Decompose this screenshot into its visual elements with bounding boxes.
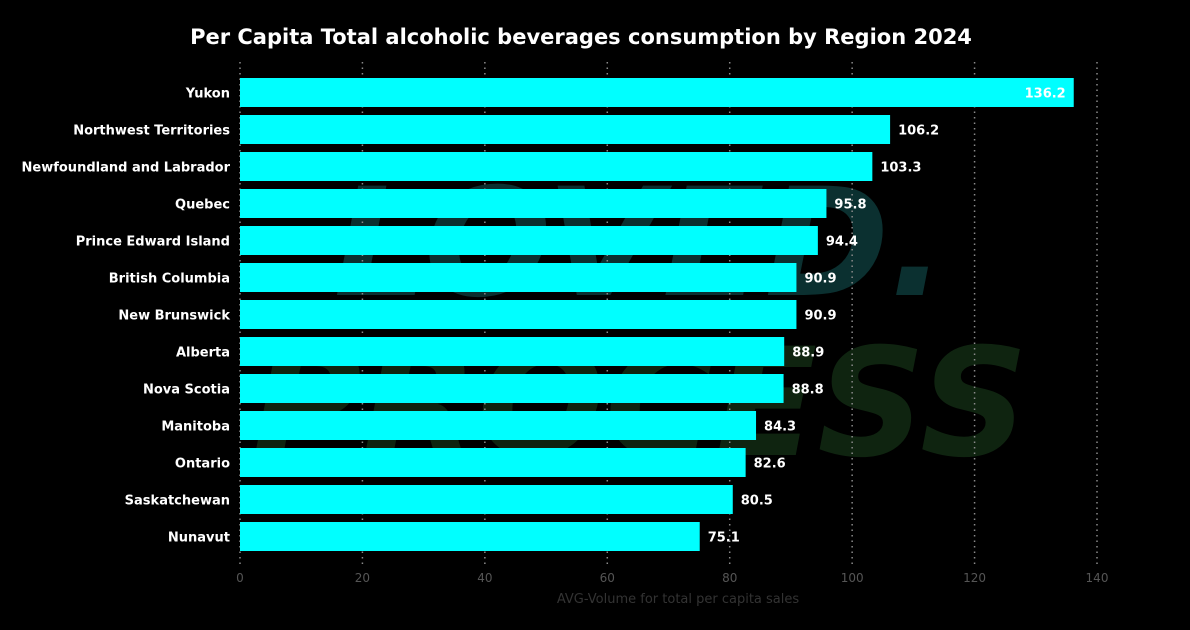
- category-label: New Brunswick: [118, 309, 230, 324]
- category-label: Quebec: [175, 198, 230, 213]
- bar-prince-edward-island[interactable]: [240, 226, 818, 255]
- category-labels: Yukon Northwest Territories Newfoundland a…: [22, 87, 231, 546]
- value-label: 103.3: [880, 161, 921, 176]
- x-axis-title: AVG-Volume for total per capita sales: [557, 592, 800, 607]
- bar-northwest-territories[interactable]: [240, 115, 891, 144]
- category-label: Prince Edward Island: [76, 235, 230, 250]
- value-label: 94.4: [826, 235, 858, 250]
- x-tick-label: 100: [841, 571, 864, 585]
- value-label: 95.8: [834, 198, 866, 213]
- bar-ontario[interactable]: [240, 448, 746, 477]
- x-tick-label: 80: [722, 571, 737, 585]
- value-label: 80.5: [741, 494, 773, 509]
- bars: [240, 78, 1074, 551]
- chart-title: Per Capita Total alcoholic beverages con…: [190, 25, 972, 49]
- value-label: 82.6: [754, 457, 786, 472]
- value-label: 88.9: [792, 346, 824, 361]
- value-label: 84.3: [764, 420, 796, 435]
- category-label: Northwest Territories: [73, 124, 230, 139]
- bar-nova-scotia[interactable]: [240, 374, 784, 403]
- gridlines: [239, 62, 1098, 565]
- bar-newfoundland-and-labrador[interactable]: [240, 152, 873, 181]
- x-tick-label: 0: [236, 571, 244, 585]
- bar-british-columbia[interactable]: [240, 263, 797, 292]
- category-label: Nunavut: [168, 531, 230, 546]
- x-tick-label: 40: [477, 571, 492, 585]
- category-label: Yukon: [185, 87, 230, 102]
- value-label: 75.1: [708, 531, 740, 546]
- x-tick-label: 140: [1086, 571, 1109, 585]
- x-tick-label: 120: [963, 571, 986, 585]
- bar-saskatchewan[interactable]: [240, 485, 733, 514]
- value-label: 90.9: [804, 272, 836, 287]
- bar-alberta[interactable]: [240, 337, 785, 366]
- x-tick-label: 60: [600, 571, 615, 585]
- value-label: 90.9: [804, 309, 836, 324]
- value-label: 106.2: [898, 124, 939, 139]
- bar-new-brunswick[interactable]: [240, 300, 797, 329]
- category-label: Newfoundland and Labrador: [22, 161, 231, 176]
- x-tick-label: 20: [355, 571, 370, 585]
- bar-nunavut[interactable]: [240, 522, 700, 551]
- category-label: Ontario: [175, 457, 230, 472]
- value-label: 88.8: [792, 383, 824, 398]
- value-label: 136.2: [1025, 87, 1066, 102]
- category-label: Saskatchewan: [125, 494, 230, 509]
- bar-quebec[interactable]: [240, 189, 827, 218]
- category-label: Alberta: [176, 346, 230, 361]
- category-label: Manitoba: [161, 420, 230, 435]
- category-label: British Columbia: [109, 272, 230, 287]
- x-axis-ticks: 0 20 40 60 80 100 120 140: [236, 571, 1108, 585]
- bar-yukon[interactable]: [240, 78, 1074, 107]
- value-labels: 136.2 106.2 103.3 95.8 94.4 90.9 90.9 88.9 88.8 8…: [708, 87, 1066, 546]
- category-label: Nova Scotia: [143, 383, 230, 398]
- bar-manitoba[interactable]: [240, 411, 757, 440]
